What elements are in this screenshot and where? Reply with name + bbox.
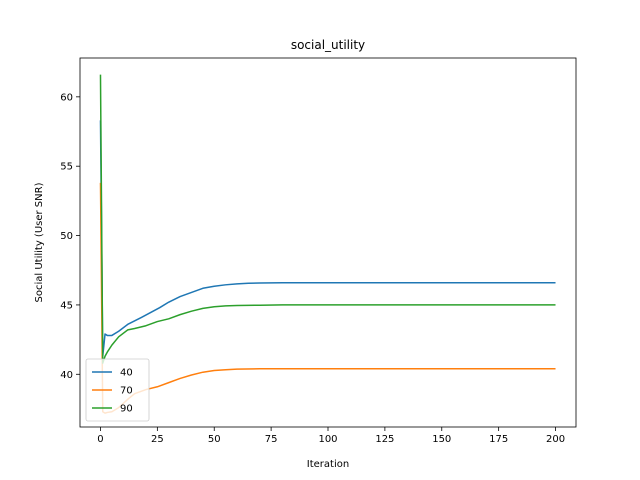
y-axis-label: Social Utility (User SNR) bbox=[34, 182, 45, 302]
y-tick-label: 55 bbox=[60, 162, 73, 173]
x-tick-label: 125 bbox=[375, 434, 394, 445]
x-tick-label: 175 bbox=[489, 434, 508, 445]
legend-label-70: 70 bbox=[120, 386, 133, 397]
x-tick-label: 25 bbox=[151, 434, 164, 445]
x-axis-label: Iteration bbox=[307, 459, 349, 470]
y-tick-label: 60 bbox=[60, 92, 73, 103]
y-axis-ticks: 40 45 50 55 60 bbox=[60, 92, 80, 381]
series-line-90 bbox=[99, 74, 556, 364]
x-tick-label: 100 bbox=[318, 434, 337, 445]
x-tick-label: 0 bbox=[97, 434, 103, 445]
x-tick-label: 150 bbox=[432, 434, 451, 445]
series-line-40 bbox=[99, 120, 556, 357]
x-axis-ticks: 0 25 50 75 100 125 150 175 200 bbox=[97, 427, 565, 445]
y-tick-label: 40 bbox=[60, 370, 73, 381]
y-tick-label: 45 bbox=[60, 300, 73, 311]
x-tick-label: 200 bbox=[546, 434, 565, 445]
legend: 40 70 90 bbox=[85, 358, 150, 422]
legend-label-90: 90 bbox=[120, 404, 133, 415]
x-tick-label: 75 bbox=[265, 434, 278, 445]
legend-label-40: 40 bbox=[120, 368, 133, 379]
x-tick-label: 50 bbox=[208, 434, 221, 445]
chart-title: social_utility bbox=[291, 38, 365, 52]
y-tick-label: 50 bbox=[60, 231, 73, 242]
legend-box bbox=[85, 358, 150, 422]
